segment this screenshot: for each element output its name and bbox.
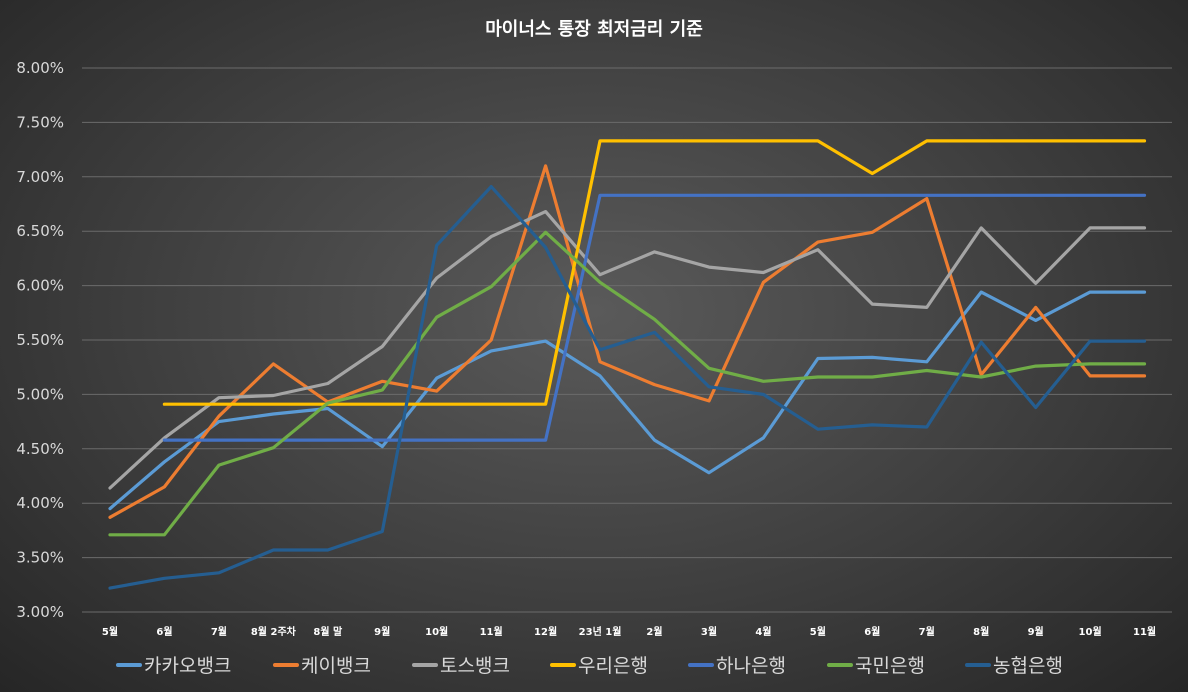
- legend: 카카오뱅크 케이뱅크 토스뱅크 우리은행 하나은행 국민은행 농협은행: [116, 655, 1063, 677]
- x-tick-label: 11월: [1133, 626, 1156, 638]
- y-tick-label: 3.00%: [16, 603, 64, 621]
- series-line-3: [108, 210, 1147, 490]
- x-tick-label: 6월: [864, 626, 880, 638]
- x-tick-label: 12월: [534, 626, 557, 638]
- x-tick-label: 23년 1월: [579, 625, 622, 638]
- legend-label: 하나은행: [716, 655, 786, 677]
- x-tick-label: 7월: [919, 626, 935, 638]
- legend-label: 카카오뱅크: [144, 655, 231, 677]
- x-tick-label: 5월: [810, 626, 826, 638]
- series-line-6: [108, 230, 1147, 537]
- x-tick-label: 10월: [425, 626, 448, 638]
- legend-label: 토스뱅크: [440, 655, 510, 677]
- legend-label: 우리은행: [578, 655, 648, 677]
- x-tick-label: 8월 말: [313, 626, 343, 638]
- series-lines: [108, 139, 1147, 590]
- y-tick-label: 7.50%: [16, 113, 64, 131]
- y-tick-label: 8.00%: [16, 59, 64, 77]
- x-tick-label: 9월: [1028, 626, 1044, 638]
- x-axis-ticks: 5월 6월 7월 8월 2주차 8월 말 9월 10월 11월 12월 23년 1월 2월 3월 4월 5…: [102, 625, 1156, 638]
- y-tick-label: 5.00%: [16, 385, 64, 403]
- x-tick-label: 6월: [156, 626, 172, 638]
- y-tick-label: 3.50%: [16, 549, 64, 567]
- y-tick-label: 7.00%: [16, 168, 64, 186]
- series-line-7: [108, 185, 1147, 590]
- y-tick-label: 5.50%: [16, 331, 64, 349]
- x-tick-label: 11월: [480, 626, 503, 638]
- legend-label: 케이뱅크: [301, 655, 371, 677]
- series-line-4: [162, 139, 1147, 406]
- x-tick-label: 7월: [211, 626, 227, 638]
- x-tick-label: 3월: [701, 626, 717, 638]
- series-line-5: [162, 193, 1147, 442]
- x-tick-label: 8월 2주차: [251, 625, 297, 638]
- x-tick-label: 10월: [1079, 626, 1102, 638]
- y-tick-label: 4.50%: [16, 440, 64, 458]
- x-tick-label: 9월: [374, 626, 390, 638]
- x-tick-label: 2월: [646, 626, 662, 638]
- x-tick-label: 5월: [102, 626, 118, 638]
- legend-label: 국민은행: [855, 655, 925, 677]
- series-line-1: [108, 290, 1147, 511]
- y-axis-ticks: 3.00% 3.50% 4.00% 4.50% 5.00% 5.50% 6.00% 6.50%…: [16, 59, 64, 621]
- series-line-2: [108, 164, 1147, 519]
- y-tick-label: 6.00%: [16, 277, 64, 295]
- y-tick-label: 4.00%: [16, 494, 64, 512]
- y-tick-label: 6.50%: [16, 222, 64, 240]
- x-tick-label: 4월: [755, 626, 771, 638]
- chart-title: 마이너스 통장 최저금리 기준: [485, 19, 703, 40]
- legend-label: 농협은행: [993, 655, 1063, 677]
- x-tick-label: 8월: [973, 626, 989, 638]
